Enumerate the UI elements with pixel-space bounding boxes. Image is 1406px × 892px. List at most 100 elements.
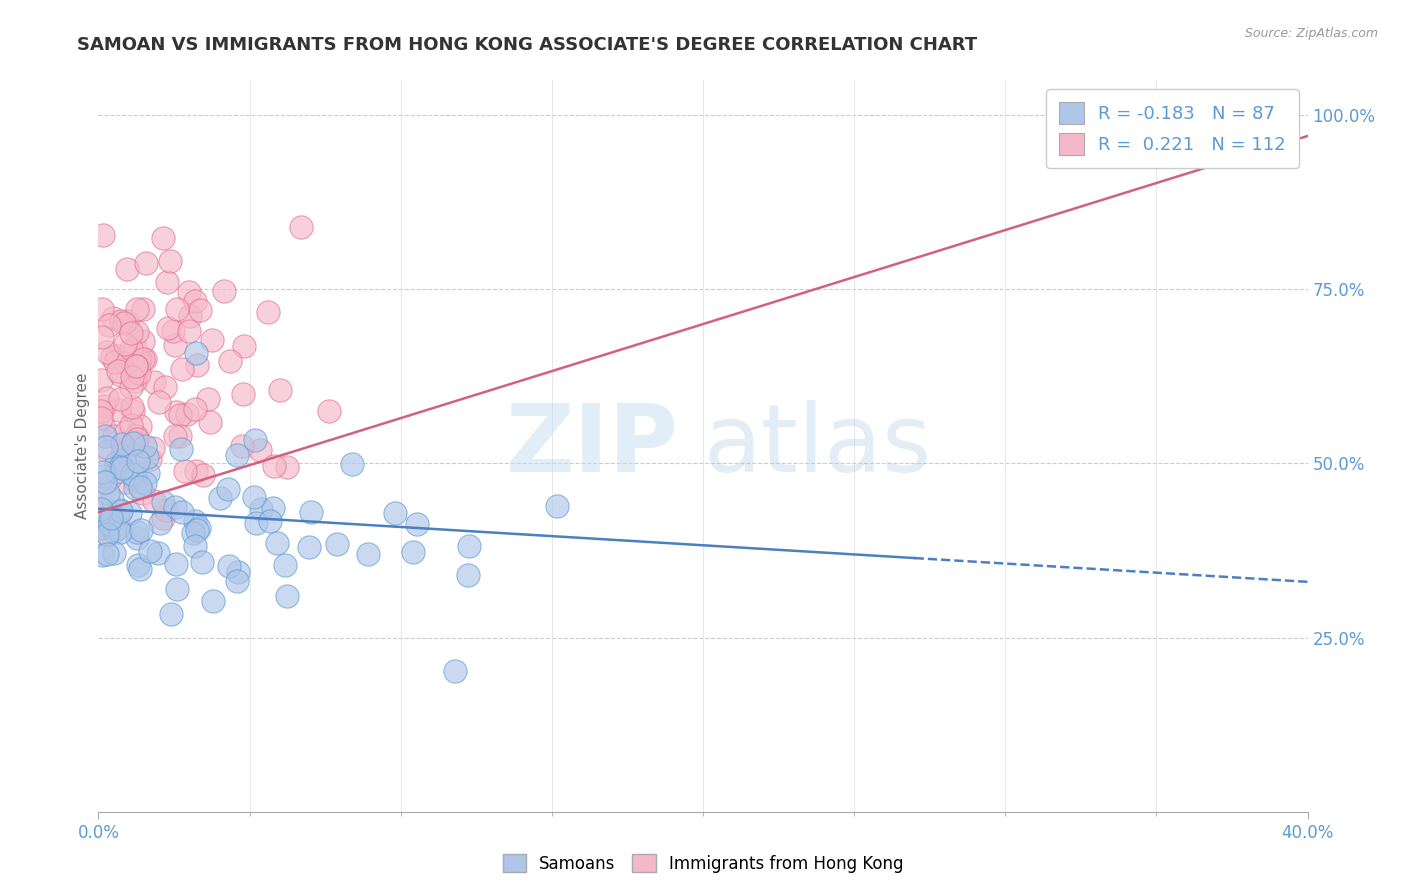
Point xyxy=(225,574,247,589)
Point xyxy=(165,558,187,572)
Point xyxy=(186,358,208,372)
Point xyxy=(90,411,112,425)
Point xyxy=(132,485,155,500)
Point xyxy=(191,467,214,482)
Point xyxy=(162,325,184,339)
Point xyxy=(136,466,159,480)
Point xyxy=(111,461,134,475)
Point xyxy=(166,301,188,316)
Point xyxy=(124,341,146,355)
Point xyxy=(152,510,174,524)
Point xyxy=(187,521,209,535)
Point xyxy=(135,450,157,464)
Point xyxy=(184,464,207,478)
Point xyxy=(197,392,219,406)
Point xyxy=(134,352,156,367)
Point xyxy=(120,380,142,394)
Point xyxy=(93,469,115,483)
Point xyxy=(96,444,118,458)
Point xyxy=(163,500,186,515)
Point xyxy=(125,524,148,539)
Point xyxy=(176,407,198,421)
Text: atlas: atlas xyxy=(703,400,931,492)
Point xyxy=(125,532,148,546)
Point xyxy=(290,219,312,234)
Point xyxy=(169,408,191,422)
Point xyxy=(134,439,156,453)
Point xyxy=(96,344,118,359)
Point xyxy=(129,523,152,537)
Point xyxy=(91,228,114,243)
Text: Source: ZipAtlas.com: Source: ZipAtlas.com xyxy=(1244,27,1378,40)
Point xyxy=(108,392,131,406)
Point xyxy=(96,547,118,561)
Point xyxy=(108,459,131,474)
Point xyxy=(117,261,139,276)
Point xyxy=(121,400,143,414)
Point xyxy=(105,456,128,470)
Point xyxy=(249,442,271,457)
Point xyxy=(110,314,132,328)
Point xyxy=(111,437,134,451)
Point xyxy=(384,506,406,520)
Point xyxy=(105,350,128,364)
Point xyxy=(546,500,568,514)
Point xyxy=(125,359,148,373)
Point xyxy=(90,501,112,516)
Point xyxy=(108,403,131,417)
Point xyxy=(262,501,284,516)
Point xyxy=(125,302,148,317)
Point xyxy=(129,351,152,366)
Point xyxy=(226,566,249,580)
Y-axis label: Associate's Degree: Associate's Degree xyxy=(75,373,90,519)
Point xyxy=(125,359,148,373)
Point xyxy=(232,387,254,401)
Point xyxy=(115,425,138,439)
Text: SAMOAN VS IMMIGRANTS FROM HONG KONG ASSOCIATE'S DEGREE CORRELATION CHART: SAMOAN VS IMMIGRANTS FROM HONG KONG ASSO… xyxy=(77,36,977,54)
Legend: R = -0.183   N = 87, R =  0.221   N = 112: R = -0.183 N = 87, R = 0.221 N = 112 xyxy=(1046,89,1299,168)
Point xyxy=(104,355,127,369)
Point xyxy=(458,539,481,553)
Point xyxy=(201,333,224,347)
Point xyxy=(357,548,380,562)
Point xyxy=(184,346,207,360)
Point xyxy=(266,536,288,550)
Point xyxy=(112,316,135,330)
Point xyxy=(219,354,242,368)
Point xyxy=(121,370,143,384)
Point xyxy=(173,465,195,479)
Point xyxy=(325,536,347,550)
Point xyxy=(94,475,117,490)
Point xyxy=(108,524,131,539)
Point xyxy=(124,429,146,443)
Point xyxy=(98,516,121,531)
Point xyxy=(159,254,181,268)
Point xyxy=(169,428,191,442)
Point xyxy=(120,417,142,432)
Point xyxy=(183,525,205,540)
Point xyxy=(90,374,112,388)
Point xyxy=(156,321,179,335)
Point xyxy=(115,314,138,328)
Point xyxy=(163,429,186,443)
Point xyxy=(124,374,146,388)
Point xyxy=(263,458,285,473)
Point xyxy=(172,504,194,518)
Point xyxy=(110,457,132,471)
Point xyxy=(90,521,112,535)
Point xyxy=(274,558,297,573)
Point xyxy=(152,231,174,245)
Point xyxy=(179,310,201,324)
Point xyxy=(110,504,132,518)
Point xyxy=(177,324,200,338)
Point xyxy=(112,453,135,467)
Point xyxy=(91,417,114,432)
Point xyxy=(165,338,187,352)
Point xyxy=(97,528,120,542)
Point xyxy=(96,526,118,541)
Point xyxy=(139,452,162,467)
Point xyxy=(188,302,211,317)
Point xyxy=(103,429,125,443)
Point xyxy=(107,521,129,535)
Point xyxy=(90,329,112,343)
